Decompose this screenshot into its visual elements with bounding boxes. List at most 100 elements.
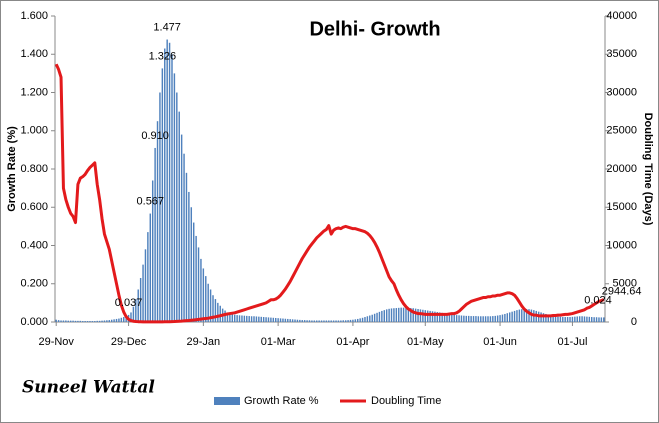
bar <box>344 320 347 322</box>
bar <box>69 320 72 322</box>
bar <box>91 321 94 322</box>
bar <box>417 308 419 322</box>
bar <box>482 316 484 322</box>
bar <box>137 289 139 322</box>
bar <box>357 318 359 322</box>
bar <box>337 320 340 322</box>
bar <box>446 313 448 322</box>
bar <box>501 314 504 322</box>
bar <box>142 264 144 322</box>
bar <box>402 307 405 322</box>
bar <box>236 315 238 322</box>
y2-axis-title: Doubling Time (Days) <box>642 113 654 226</box>
bar <box>598 317 600 322</box>
x-tick-label: 29-Dec <box>111 336 147 348</box>
data-label: 0.567 <box>137 195 165 207</box>
y-tick-label: 0.400 <box>20 239 48 251</box>
bar <box>465 315 468 322</box>
y2-tick-label: 25000 <box>606 125 637 137</box>
bar <box>248 316 250 322</box>
bar <box>492 316 494 322</box>
bar <box>267 317 270 322</box>
bar <box>233 314 236 322</box>
bar <box>434 311 436 322</box>
bar <box>291 319 294 322</box>
bar <box>275 317 277 322</box>
bar <box>578 316 581 322</box>
data-label: 0.024 <box>584 294 612 306</box>
bar <box>303 320 306 322</box>
bar <box>82 321 84 322</box>
bar <box>241 315 243 322</box>
bar <box>96 320 98 322</box>
x-tick-label: 01-Jun <box>483 336 517 348</box>
y-tick-label: 1.000 <box>20 125 48 137</box>
bar <box>188 191 190 322</box>
bar <box>123 317 125 322</box>
bar <box>470 316 472 322</box>
bar <box>62 320 65 322</box>
bar <box>364 317 366 322</box>
bar <box>422 309 424 322</box>
bar <box>523 308 525 322</box>
bar <box>516 310 518 322</box>
bar <box>313 320 316 322</box>
bar <box>113 319 115 322</box>
bar <box>566 317 569 322</box>
bar <box>265 317 267 322</box>
bar <box>499 315 501 322</box>
bar <box>525 308 528 322</box>
x-tick-label: 01-Apr <box>336 336 369 348</box>
bar <box>318 320 320 322</box>
bar <box>185 172 188 322</box>
bar <box>451 314 453 322</box>
bar <box>270 317 272 322</box>
bar <box>591 317 593 322</box>
bar <box>361 317 364 322</box>
bar <box>455 315 458 322</box>
bar <box>398 307 400 322</box>
bar <box>475 316 477 322</box>
bar <box>164 48 166 322</box>
y-tick-label: 0.000 <box>20 316 48 328</box>
bar <box>284 318 287 322</box>
bar <box>506 313 509 322</box>
legend-swatch <box>214 397 240 405</box>
bar <box>383 310 385 322</box>
bar <box>272 317 275 322</box>
bar <box>586 316 588 322</box>
bar <box>226 312 229 322</box>
bar <box>108 320 110 322</box>
bar <box>542 313 545 322</box>
bar <box>508 312 511 322</box>
bar <box>335 320 337 322</box>
bar <box>282 318 284 322</box>
bar <box>554 316 557 322</box>
bar <box>238 315 241 322</box>
bar <box>443 313 446 322</box>
data-label: 1.477 <box>153 21 181 33</box>
bar <box>161 68 164 322</box>
y2-tick-label: 10000 <box>606 239 637 251</box>
y-tick-label: 1.400 <box>20 48 48 60</box>
y2-tick-label: 0 <box>631 316 637 328</box>
legend-label: Growth Rate % <box>244 395 319 407</box>
bar <box>393 308 395 322</box>
bar <box>395 308 398 322</box>
bar <box>436 312 439 322</box>
bar <box>359 318 361 322</box>
bar <box>448 313 451 322</box>
bar <box>173 73 176 322</box>
bar <box>410 308 412 322</box>
bar <box>171 54 173 322</box>
data-label: 1.326 <box>149 50 177 62</box>
bar <box>328 320 330 322</box>
bar <box>390 308 393 322</box>
bar <box>207 283 209 322</box>
bar <box>243 315 246 322</box>
bar <box>496 315 499 322</box>
bar <box>253 316 255 322</box>
bar <box>513 310 516 322</box>
bar <box>118 318 120 322</box>
